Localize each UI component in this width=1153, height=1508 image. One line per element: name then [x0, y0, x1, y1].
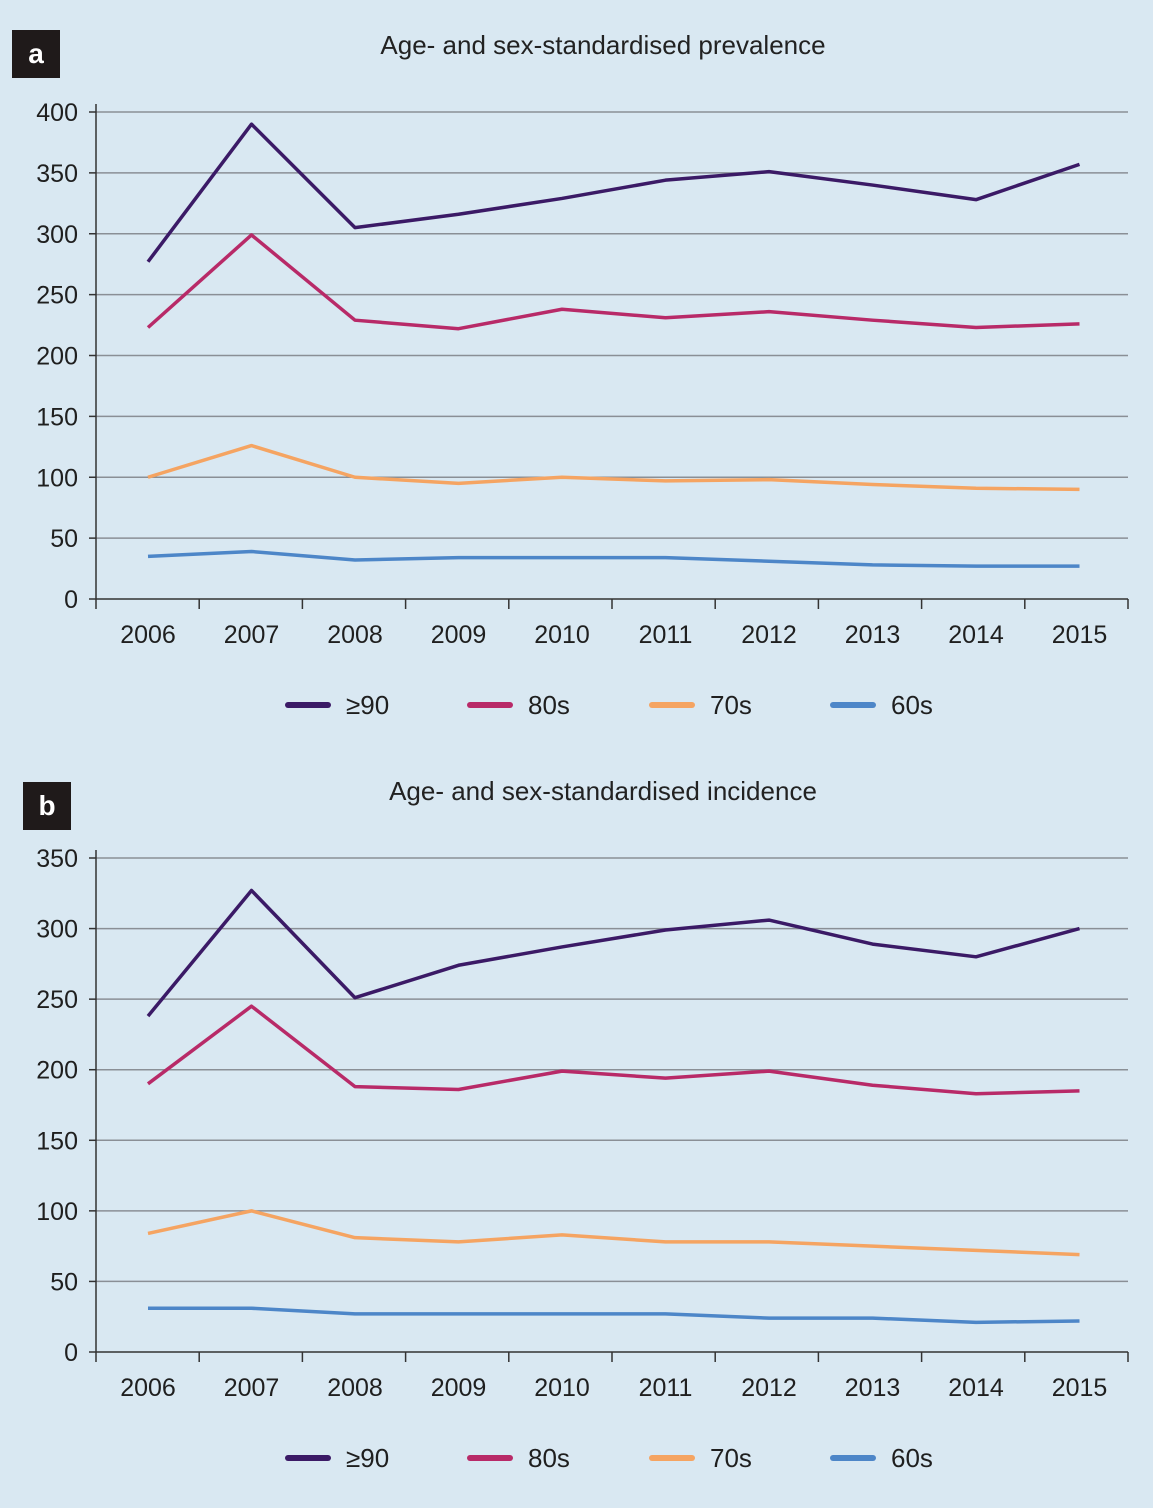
- y-tick-label: 100: [36, 1198, 78, 1226]
- x-tick-label: 2009: [431, 621, 487, 649]
- y-tick-label: 0: [64, 586, 78, 614]
- series-line-1: [146, 122, 1081, 263]
- x-tick-label: 2012: [741, 621, 797, 649]
- x-tick-label: 2011: [639, 621, 693, 649]
- series-line-4: [148, 1306, 1080, 1325]
- x-tick-label: 2014: [948, 1374, 1004, 1402]
- x-tick-label: 2014: [948, 621, 1004, 649]
- y-tick-label: 300: [36, 221, 78, 249]
- y-tick-label: 50: [50, 1268, 78, 1296]
- x-tick-label: 2010: [534, 1374, 590, 1402]
- series-line-1: [146, 888, 1080, 1018]
- series-line-2: [146, 1004, 1080, 1096]
- y-tick-label: 250: [36, 986, 78, 1014]
- legend-label: 70s: [710, 690, 752, 720]
- y-tick-label: 200: [36, 343, 78, 371]
- legend-label: 70s: [710, 1443, 752, 1473]
- y-tick-label: 0: [64, 1339, 78, 1367]
- chart-title: Age- and sex-standardised prevalence: [380, 30, 826, 60]
- chart-title: Age- and sex-standardised incidence: [389, 776, 817, 806]
- y-tick-label: 50: [50, 525, 78, 553]
- x-tick-label: 2015: [1052, 1374, 1108, 1402]
- y-tick-label: 400: [36, 99, 78, 127]
- legend-label: 80s: [528, 1443, 570, 1473]
- x-tick-label: 2007: [224, 1374, 280, 1402]
- x-tick-label: 2008: [327, 1374, 383, 1402]
- panel-badge: b: [23, 782, 71, 830]
- x-tick-label: 2012: [741, 1374, 797, 1402]
- x-tick-label: 2007: [224, 621, 280, 649]
- series-line-4: [147, 549, 1080, 568]
- series-line-3: [147, 1209, 1080, 1257]
- prevalence-chart: 0 50 100 150 200 250 300 350 400 2006 2007 2008 2009…: [36, 99, 1129, 720]
- y-tick-label: 350: [36, 160, 78, 188]
- legend-label: 80s: [528, 690, 570, 720]
- prevalence-panel: a Age- and sex-standardised prevalence 0…: [12, 30, 1129, 720]
- x-tick-label: 2010: [534, 621, 590, 649]
- legend-label: ≥90: [346, 690, 389, 720]
- y-tick-label: 150: [36, 403, 78, 431]
- x-tick-label: 2013: [845, 621, 901, 649]
- legend-label: ≥90: [346, 1443, 389, 1473]
- x-tick-label: 2011: [639, 1374, 693, 1402]
- y-tick-label: 200: [36, 1057, 78, 1085]
- x-tick-label: 2015: [1052, 621, 1108, 649]
- legend-label: 60s: [891, 1443, 933, 1473]
- y-tick-label: 300: [36, 916, 78, 944]
- x-tick-label: 2008: [327, 621, 383, 649]
- y-tick-label: 100: [36, 464, 78, 492]
- x-tick-label: 2009: [431, 1374, 487, 1402]
- y-tick-label: 250: [36, 282, 78, 310]
- series-line-2: [146, 233, 1080, 331]
- x-tick-label: 2006: [120, 1374, 176, 1402]
- x-tick-label: 2013: [845, 1374, 901, 1402]
- y-tick-label: 150: [36, 1127, 78, 1155]
- incidence-chart: 0 50 100 150 200 250 300 350 2006 2007 2008 2009 201…: [36, 845, 1129, 1473]
- panel-badge: a: [12, 30, 60, 78]
- legend-label: 60s: [891, 690, 933, 720]
- y-tick-label: 350: [36, 845, 78, 873]
- x-tick-label: 2006: [120, 621, 176, 649]
- series-line-3: [147, 443, 1080, 492]
- incidence-panel: b Age- and sex-standardised incidence 0 5…: [0, 754, 1153, 1508]
